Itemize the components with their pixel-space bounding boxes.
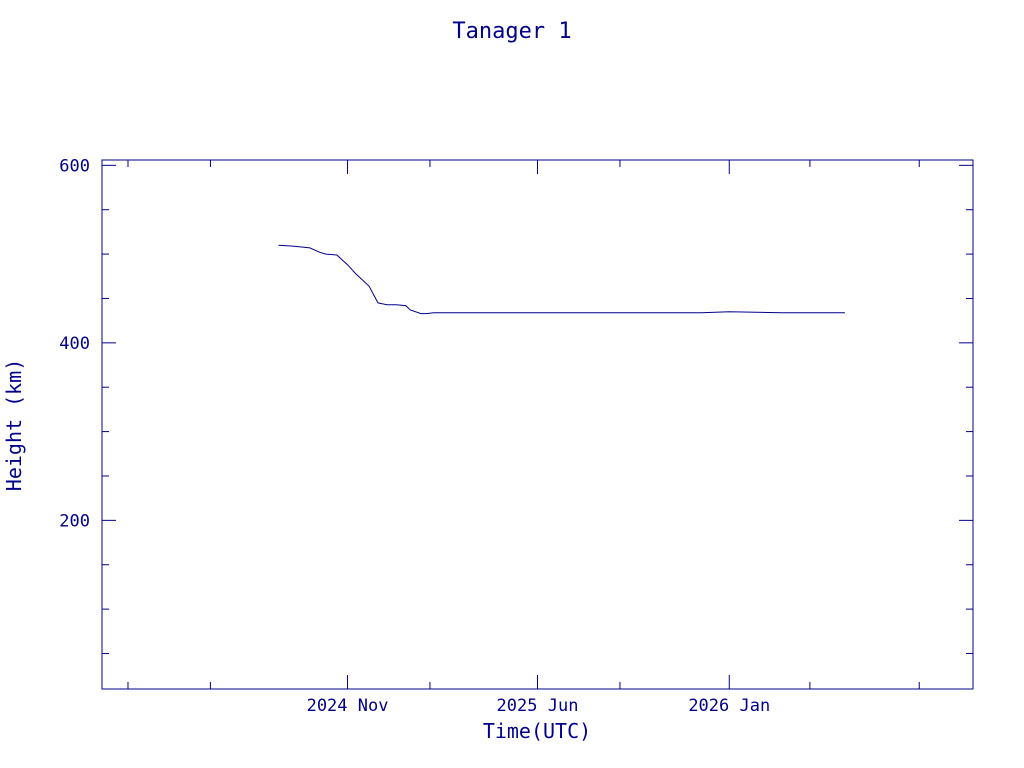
y-tick-label: 200 [59, 511, 90, 531]
y-tick-label: 400 [59, 334, 90, 354]
x-tick-label: 2025 Jun [497, 696, 579, 716]
x-tick-labels: 2024 Nov 2025 Jun 2026 Jan [307, 696, 771, 716]
x-tick-label: 2026 Jan [688, 696, 770, 716]
y-axis-label: Height (km) [2, 359, 26, 491]
height-series-line [278, 244, 845, 315]
chart-title: Tanager 1 [452, 19, 571, 44]
axis-ticks [102, 160, 973, 689]
y-tick-label: 600 [59, 156, 90, 176]
x-axis-label: Time(UTC) [483, 719, 591, 743]
y-tick-labels: 200 400 600 [59, 156, 90, 531]
x-tick-label: 2024 Nov [307, 696, 389, 716]
plot-frame [101, 159, 974, 690]
